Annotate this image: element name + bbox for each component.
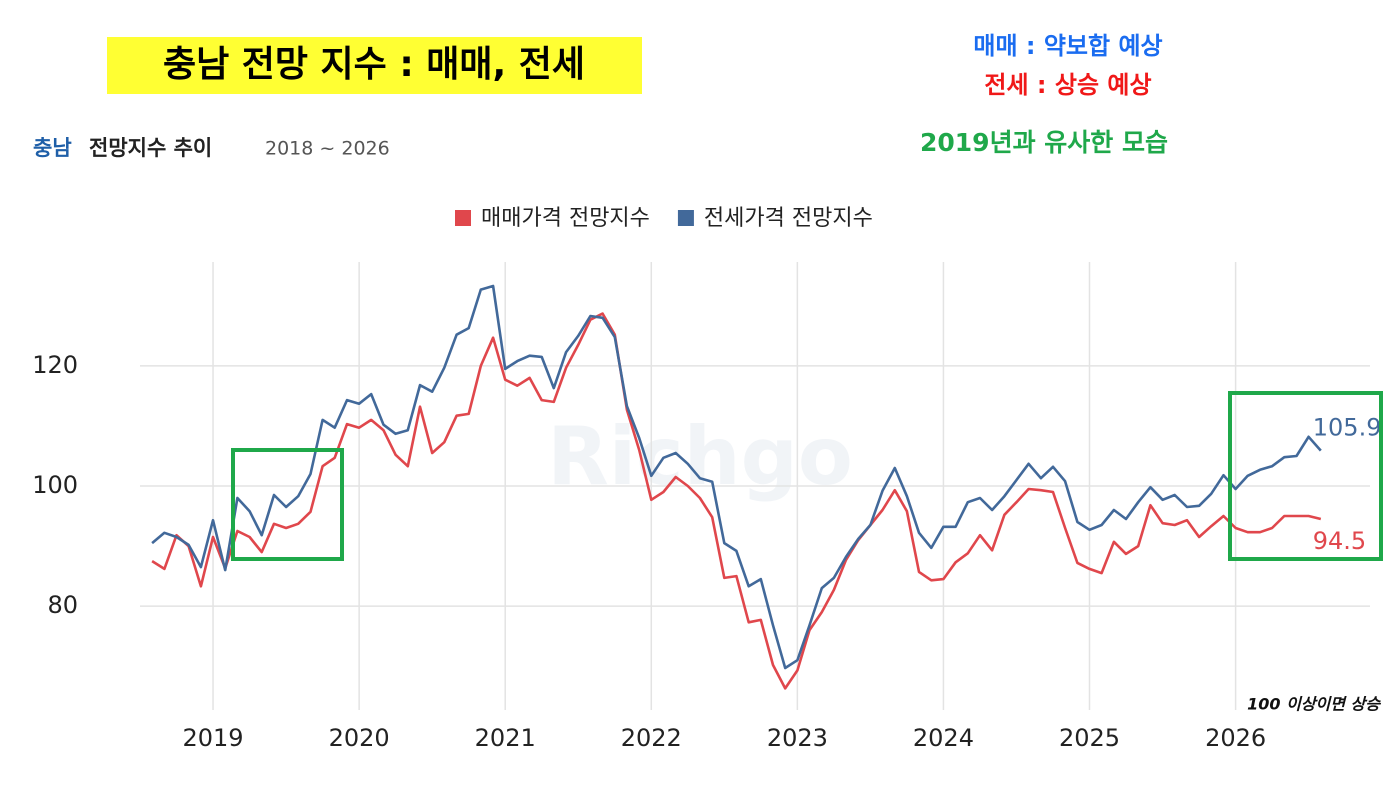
note: 전세 : 상승 예상 <box>984 71 1151 99</box>
legend-swatch <box>677 210 694 226</box>
highlight-box <box>1228 391 1383 561</box>
y-tick-label: 100 <box>32 471 78 499</box>
note: 2019년과 유사한 모습 <box>920 128 1168 157</box>
x-tick-label: 2022 <box>621 724 682 752</box>
x-tick-label: 2019 <box>183 724 244 752</box>
y-tick-label: 80 <box>47 591 78 619</box>
subtitle-period: 2018 ~ 2026 <box>265 138 390 160</box>
x-tick-label: 2023 <box>767 724 828 752</box>
highlight-box <box>231 448 344 561</box>
data-line <box>151 312 1322 690</box>
annotation: 100 이상이면 상승 <box>1247 695 1381 714</box>
x-tick-label: 2024 <box>913 724 974 752</box>
legend-label: 전세가격 전망지수 <box>704 206 873 231</box>
end-label: 105.9 <box>1313 414 1382 442</box>
end-label: 94.5 <box>1313 527 1366 555</box>
subtitle-region: 충남 <box>33 136 72 160</box>
note: 매매 : 약보합 예상 <box>973 32 1162 60</box>
legend-swatch <box>455 210 471 226</box>
x-tick-label: 2020 <box>329 724 390 752</box>
watermark: Richgo <box>547 410 853 503</box>
title-highlight <box>107 37 642 94</box>
title: 충남 전망 지수 : 매매, 전세 <box>163 44 585 85</box>
x-tick-label: 2025 <box>1059 724 1120 752</box>
legend-label: 매매가격 전망지수 <box>481 206 650 231</box>
x-tick-label: 2021 <box>475 724 536 752</box>
data-line <box>151 284 1322 670</box>
subtitle: 전망지수 추이 <box>89 136 212 160</box>
y-tick-label: 120 <box>32 351 78 379</box>
plot-area: 2019 2020 2021 2022 2023 2024 2025 2026 80 100 120… <box>32 206 1381 752</box>
x-tick-label: 2026 <box>1205 724 1266 752</box>
